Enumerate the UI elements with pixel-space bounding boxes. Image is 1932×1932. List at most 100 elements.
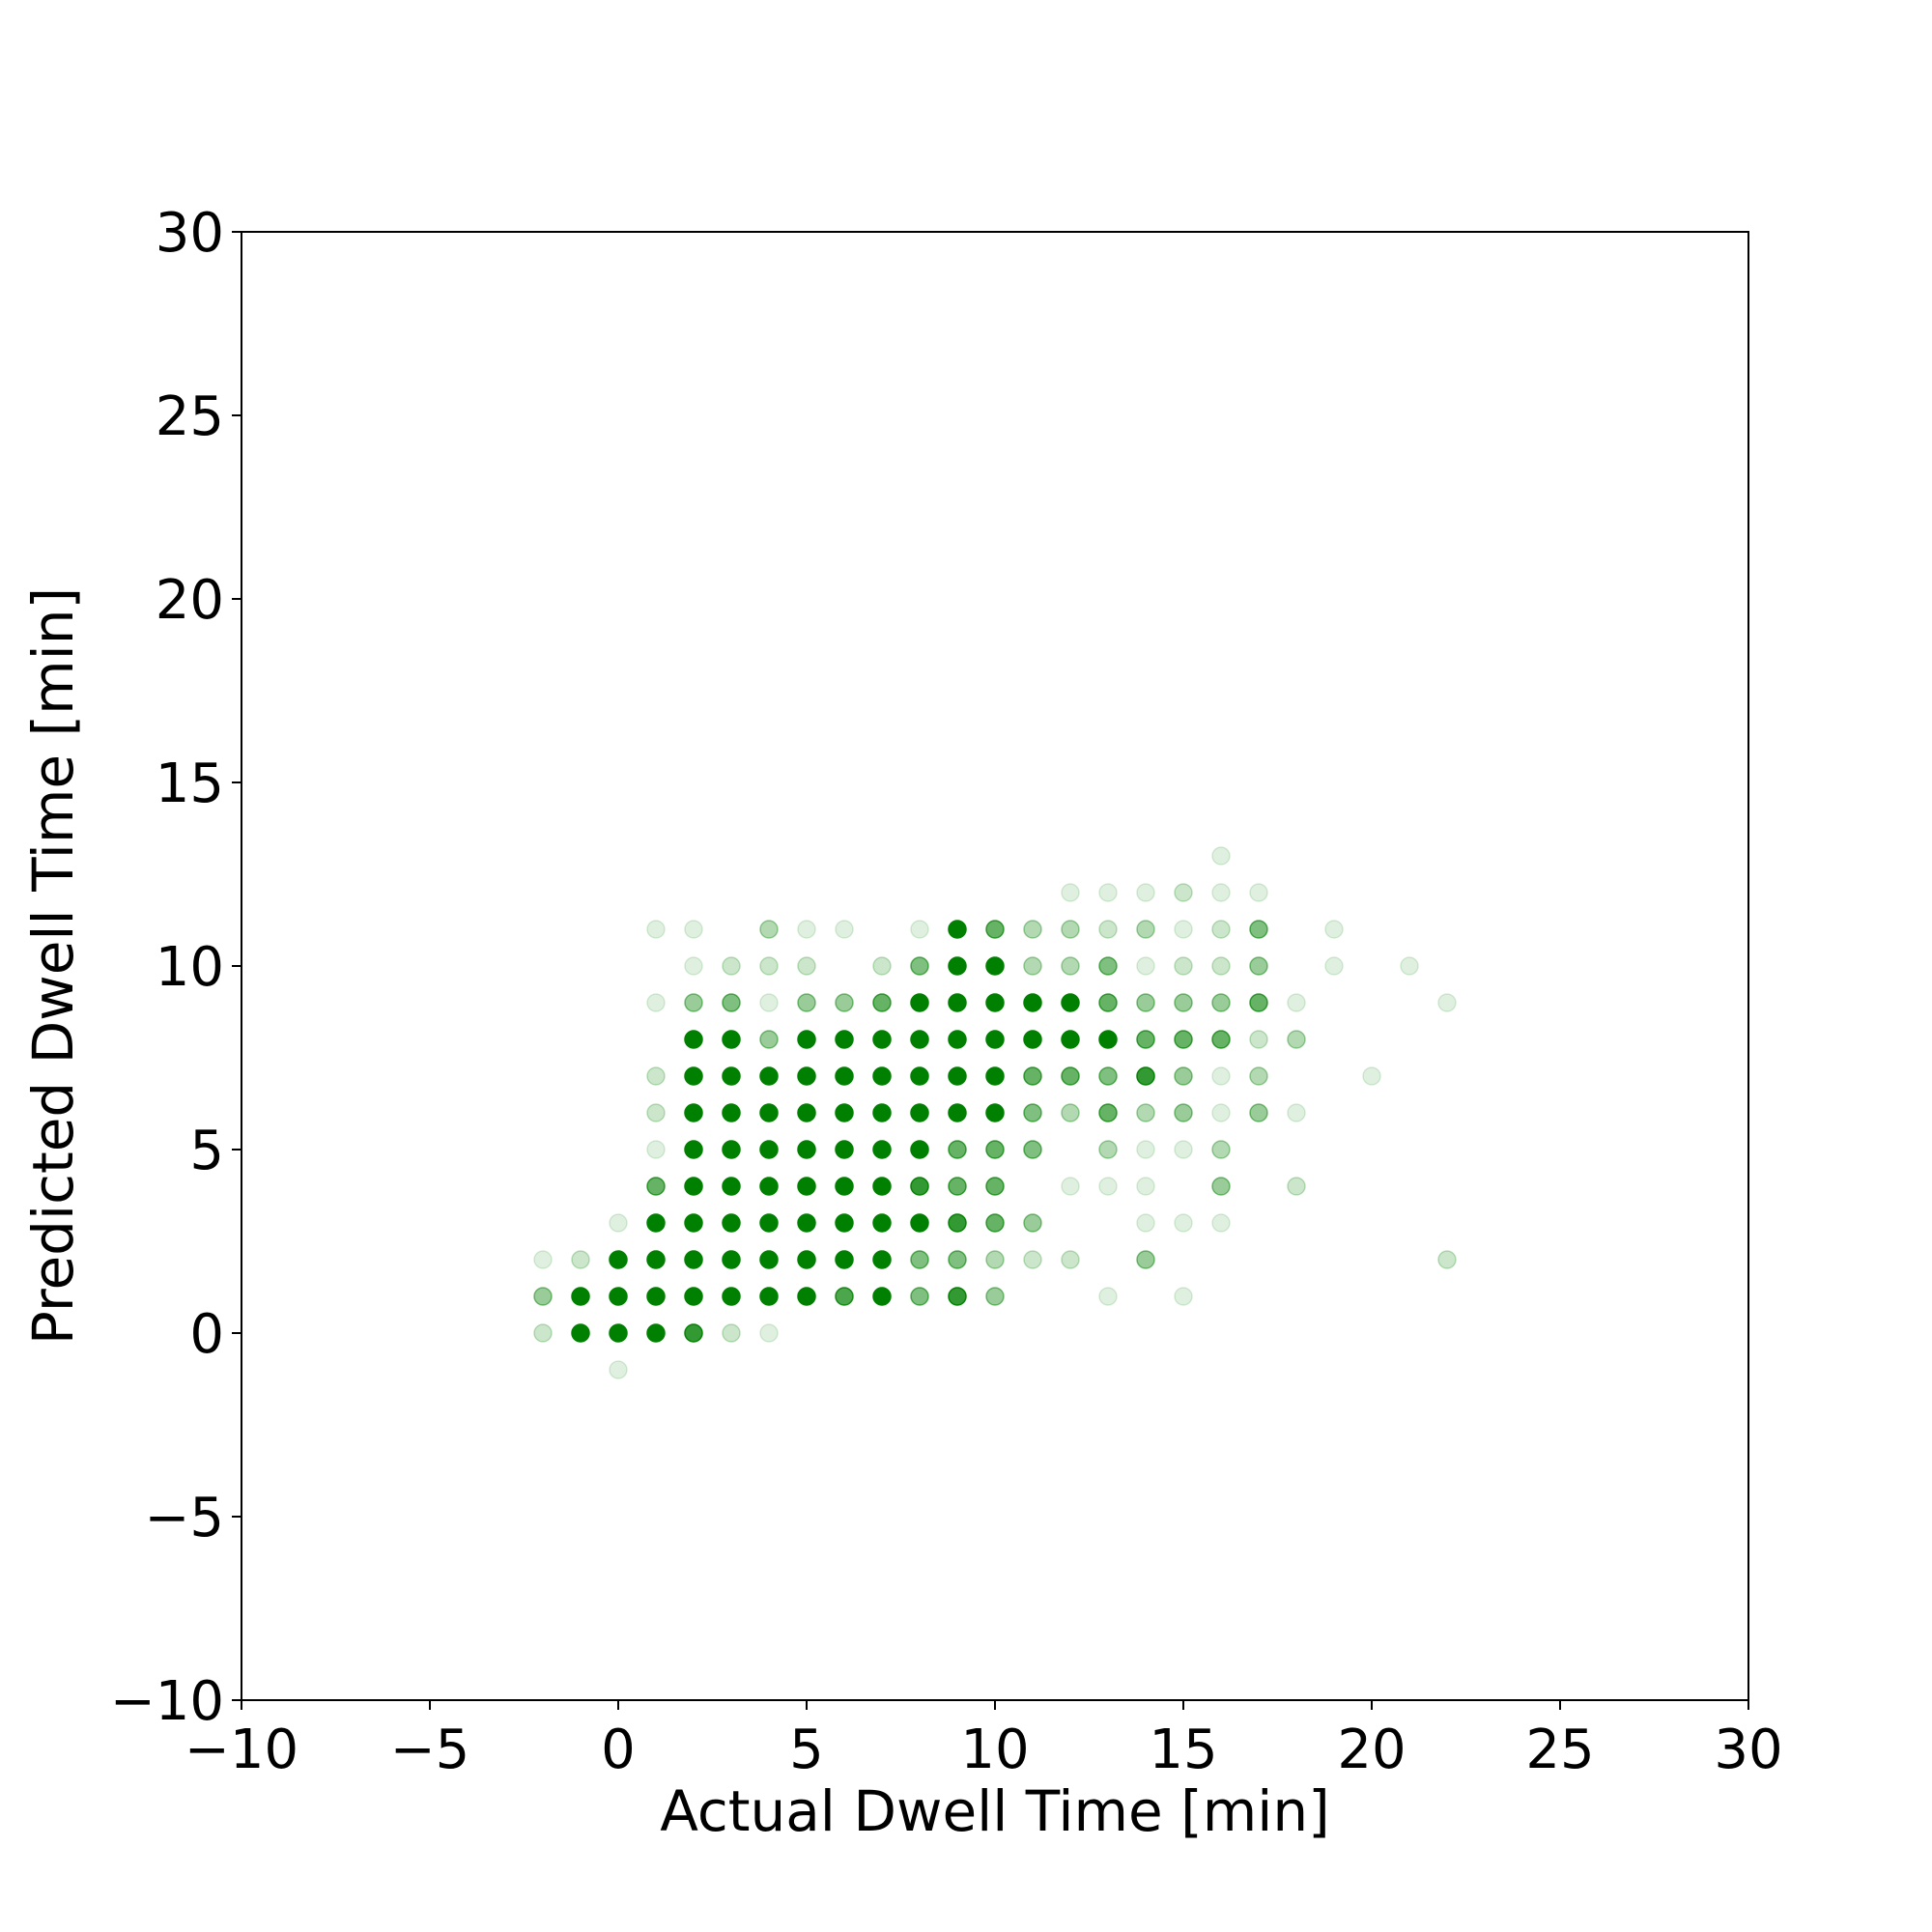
scatter-point (722, 1030, 741, 1049)
scatter-point (948, 956, 967, 976)
scatter-point (646, 1323, 666, 1343)
scatter-point (759, 920, 779, 939)
scatter-point (872, 1213, 892, 1233)
scatter-point (797, 1140, 816, 1159)
scatter-point (1098, 993, 1118, 1012)
scatter-point (872, 956, 892, 976)
scatter-point (571, 1250, 590, 1269)
scatter-point (910, 1140, 929, 1159)
scatter-point (948, 1066, 967, 1086)
scatter-point (797, 1030, 816, 1049)
x-axis-label: Actual Dwell Time [min] (660, 1778, 1330, 1844)
scatter-point (1174, 956, 1193, 976)
scatter-point (646, 1140, 666, 1159)
scatter-point (684, 1066, 703, 1086)
scatter-point (722, 993, 741, 1012)
scatter-point (722, 1287, 741, 1306)
scatter-point (872, 1030, 892, 1049)
y-tick-label: −10 (110, 1670, 224, 1733)
scatter-point (1211, 1030, 1231, 1049)
x-tick-label: 5 (789, 1719, 824, 1781)
scatter-point (684, 1103, 703, 1122)
scatter-point (646, 1177, 666, 1196)
scatter-point (910, 920, 929, 939)
scatter-point (1023, 956, 1042, 976)
scatter-point (797, 956, 816, 976)
scatter-point (872, 1250, 892, 1269)
scatter-point (1211, 920, 1231, 939)
scatter-point (1174, 1066, 1193, 1086)
scatter-point (1061, 883, 1080, 902)
scatter-point (1023, 1213, 1042, 1233)
scatter-point (948, 1140, 967, 1159)
scatter-point (1249, 993, 1268, 1012)
scatter-point (835, 1030, 854, 1049)
scatter-point (1061, 1250, 1080, 1269)
scatter-point (759, 956, 779, 976)
scatter-point (797, 1066, 816, 1086)
scatter-point (1287, 1103, 1306, 1122)
y-tick-label: 15 (156, 753, 224, 815)
scatter-point (1098, 883, 1118, 902)
scatter-point (985, 1030, 1005, 1049)
scatter-point (646, 1213, 666, 1233)
x-tick-label: 20 (1337, 1719, 1406, 1781)
scatter-point (797, 1103, 816, 1122)
scatter-point (985, 1213, 1005, 1233)
scatter-point (835, 1066, 854, 1086)
scatter-point (722, 956, 741, 976)
scatter-point (533, 1250, 553, 1269)
scatter-point (948, 993, 967, 1012)
scatter-point (533, 1287, 553, 1306)
scatter-point (1098, 1066, 1118, 1086)
scatter-point (684, 1177, 703, 1196)
y-tick-label: 10 (156, 936, 224, 999)
scatter-point (609, 1287, 628, 1306)
scatter-point (759, 1066, 779, 1086)
scatter-point (1211, 1177, 1231, 1196)
scatter-point (646, 1103, 666, 1122)
scatter-point (1249, 956, 1268, 976)
scatter-point (1023, 1103, 1042, 1122)
scatter-point (948, 1030, 967, 1049)
scatter-point (571, 1323, 590, 1343)
scatter-point (1061, 1030, 1080, 1049)
scatter-point (835, 1177, 854, 1196)
scatter-point (872, 1177, 892, 1196)
scatter-point (646, 1287, 666, 1306)
data-points (533, 846, 1457, 1379)
scatter-point (985, 1250, 1005, 1269)
scatter-point (910, 1177, 929, 1196)
scatter-point (910, 1287, 929, 1306)
scatter-point (985, 993, 1005, 1012)
scatter-point (1249, 1030, 1268, 1049)
scatter-point (797, 1250, 816, 1269)
scatter-point (684, 1213, 703, 1233)
scatter-point (1061, 1177, 1080, 1196)
scatter-point (910, 993, 929, 1012)
scatter-point (1098, 1030, 1118, 1049)
scatter-point (910, 956, 929, 976)
scatter-point (1211, 1066, 1231, 1086)
x-tick-label: −10 (185, 1719, 298, 1781)
scatter-point (722, 1250, 741, 1269)
scatter-point (797, 920, 816, 939)
scatter-point (1211, 883, 1231, 902)
scatter-point (1174, 1030, 1193, 1049)
scatter-point (797, 1177, 816, 1196)
scatter-point (910, 1103, 929, 1122)
x-tick-label: 10 (960, 1719, 1029, 1781)
scatter-point (646, 920, 666, 939)
scatter-point (759, 1250, 779, 1269)
scatter-point (646, 1250, 666, 1269)
scatter-point (1249, 1066, 1268, 1086)
scatter-point (759, 1287, 779, 1306)
scatter-point (1249, 883, 1268, 902)
scatter-point (1098, 920, 1118, 939)
scatter-point (684, 993, 703, 1012)
scatter-point (609, 1250, 628, 1269)
scatter-point (1287, 993, 1306, 1012)
y-tick-label: 0 (189, 1303, 224, 1366)
scatter-point (1174, 920, 1193, 939)
scatter-point (948, 920, 967, 939)
